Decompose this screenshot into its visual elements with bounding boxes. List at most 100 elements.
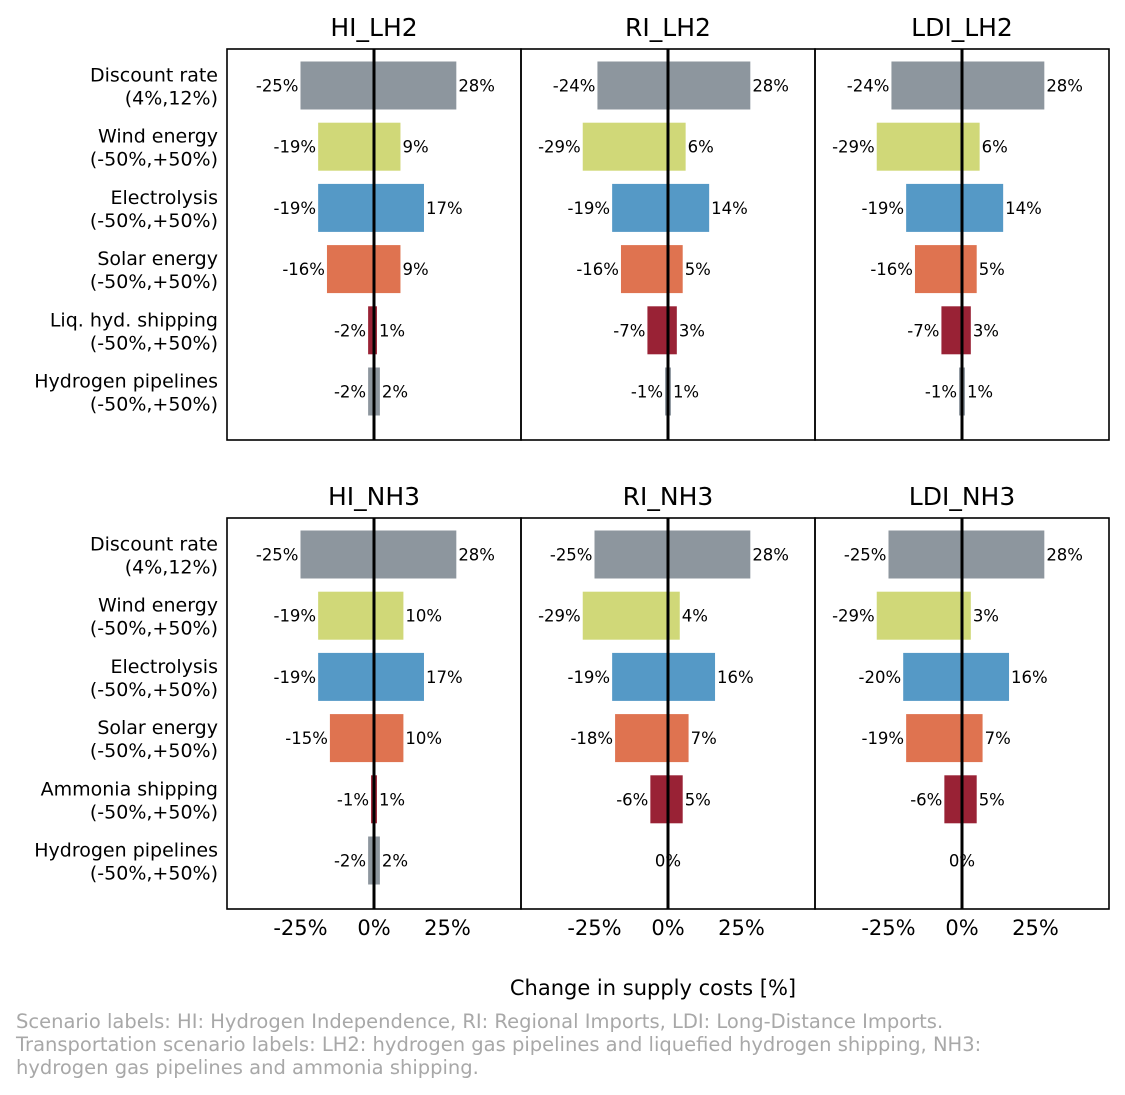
bar [318, 591, 404, 640]
value-label-low: -1% [925, 383, 957, 402]
value-label-low: -6% [910, 790, 942, 809]
bar [620, 245, 683, 294]
value-label-high: 28% [458, 546, 495, 565]
value-label-high: 3% [679, 321, 705, 340]
value-label-low: -25% [256, 77, 299, 96]
category-label: (4%,12%) [125, 557, 218, 579]
value-label-high: 5% [979, 260, 1005, 279]
category-label: Electrolysis [111, 656, 219, 678]
category-label: (-50%,+50%) [90, 618, 218, 640]
value-label-high: 1% [379, 321, 405, 340]
x-tick-label: 25% [718, 916, 765, 940]
x-tick-label: 25% [424, 916, 471, 940]
caption-line-3: hydrogen gas pipelines and ammonia shipp… [16, 1056, 479, 1079]
value-label-low: -24% [847, 77, 890, 96]
value-label-low: -7% [613, 321, 645, 340]
category-label: (-50%,+50%) [90, 679, 218, 701]
panel-title: LDI_NH3 [909, 482, 1015, 511]
value-label-high: 28% [752, 546, 789, 565]
value-label-high: 4% [682, 607, 708, 626]
value-label-high: 16% [1011, 668, 1048, 687]
value-label-low: -25% [550, 546, 593, 565]
bar [888, 530, 1045, 579]
panel-frame [814, 48, 1110, 441]
category-label: (4%,12%) [125, 88, 218, 110]
value-label-low: -18% [570, 729, 613, 748]
bar [582, 591, 680, 640]
category-label: Ammonia shipping [41, 778, 218, 800]
value-label-high: 7% [985, 729, 1011, 748]
category-label: (-50%,+50%) [90, 740, 218, 762]
panel-title: LDI_LH2 [911, 13, 1013, 42]
panel-title: RI_NH3 [623, 482, 714, 511]
value-label-low: -29% [538, 607, 581, 626]
value-label-high: 1% [967, 383, 993, 402]
bar [876, 591, 971, 640]
value-label-low: -6% [616, 790, 648, 809]
panel-title: HI_LH2 [330, 13, 417, 42]
bar [326, 245, 401, 294]
value-label-high: 28% [752, 77, 789, 96]
value-label-high: 17% [426, 668, 463, 687]
category-label: (-50%,+50%) [90, 149, 218, 171]
panel-title: RI_LH2 [625, 13, 711, 42]
value-label-high: 7% [691, 729, 717, 748]
category-label: Hydrogen pipelines [34, 840, 218, 862]
x-tick-label: 0% [945, 916, 978, 940]
value-label-high: 5% [979, 790, 1005, 809]
bar [597, 61, 751, 110]
bar [594, 530, 751, 579]
category-label: Liq. hyd. shipping [50, 309, 218, 331]
category-label: Wind energy [98, 126, 218, 148]
value-label-high: 3% [973, 321, 999, 340]
bar [318, 183, 424, 232]
value-label-low: -16% [282, 260, 325, 279]
bar [612, 183, 710, 232]
value-label-high: 6% [982, 138, 1008, 157]
category-label: Wind energy [98, 595, 218, 617]
value-label-low: -19% [273, 607, 316, 626]
value-label-low: -19% [273, 138, 316, 157]
category-label: Solar energy [97, 717, 218, 739]
value-label-low: -2% [334, 321, 366, 340]
value-label-high: 10% [405, 729, 442, 748]
category-label: Solar energy [97, 248, 218, 270]
caption: Scenario labels: HI: Hydrogen Independen… [16, 1010, 1096, 1079]
x-tick-label: -25% [861, 916, 915, 940]
bar [941, 306, 971, 355]
bar [906, 714, 983, 763]
value-label-low: -15% [285, 729, 328, 748]
value-label-low: -25% [844, 546, 887, 565]
value-label-low: -29% [538, 138, 581, 157]
value-label-low: -1% [631, 383, 663, 402]
value-label-high: 14% [711, 199, 748, 218]
bar [300, 61, 457, 110]
value-label-high: 10% [405, 607, 442, 626]
panel-frame [814, 517, 1110, 910]
x-tick-label: -25% [273, 916, 327, 940]
x-tick-label: -25% [567, 916, 621, 940]
value-label-high: 2% [382, 852, 408, 871]
value-label-high: 3% [973, 607, 999, 626]
value-label-high: 2% [382, 383, 408, 402]
bar [612, 652, 716, 701]
value-label-low: -19% [567, 199, 610, 218]
value-label-high: 9% [402, 260, 428, 279]
x-axis-label: Change in supply costs [%] [510, 976, 796, 1000]
bar [906, 183, 1004, 232]
tornado-chart: Discount rate(4%,12%)Wind energy(-50%,+5… [34, 13, 1110, 1000]
value-label-low: -25% [256, 546, 299, 565]
bar [914, 245, 977, 294]
category-label: (-50%,+50%) [90, 394, 218, 416]
value-label-low: -16% [576, 260, 619, 279]
value-label-high: 17% [426, 199, 463, 218]
category-label: (-50%,+50%) [90, 271, 218, 293]
bar [891, 61, 1045, 110]
bar [582, 122, 686, 171]
value-label-high: 28% [1046, 546, 1083, 565]
panel-title: HI_NH3 [328, 482, 420, 511]
value-label-low: -19% [567, 668, 610, 687]
bar [647, 306, 677, 355]
value-label-low: -20% [859, 668, 902, 687]
value-label-high: 1% [379, 790, 405, 809]
